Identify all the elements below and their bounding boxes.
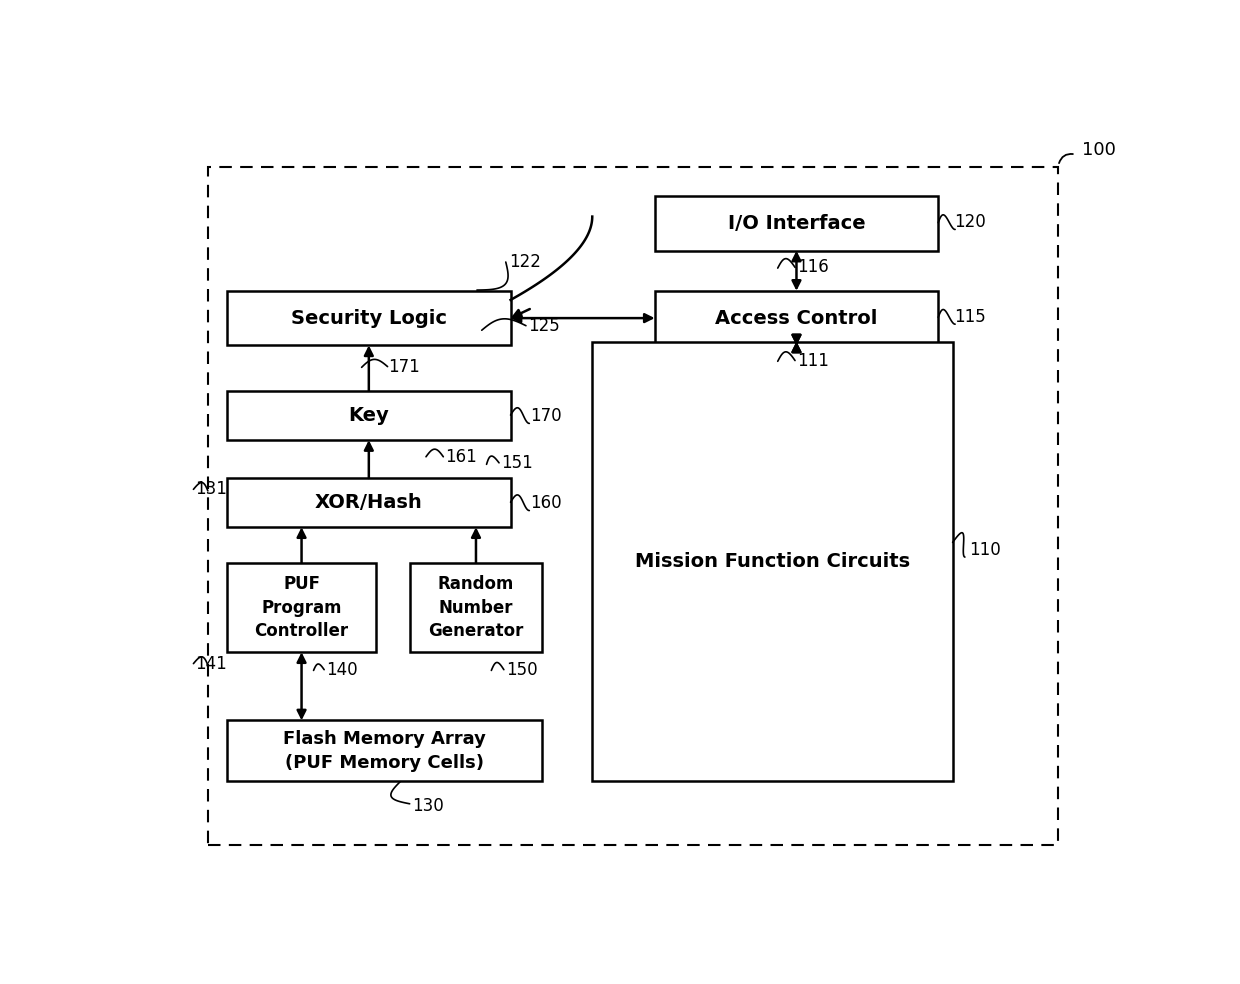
Bar — [655, 291, 939, 345]
Text: I/O Interface: I/O Interface — [728, 214, 866, 233]
Text: 116: 116 — [797, 259, 828, 277]
Text: 150: 150 — [506, 660, 537, 679]
Bar — [655, 196, 939, 251]
Text: 120: 120 — [955, 213, 986, 231]
Text: Access Control: Access Control — [715, 309, 878, 328]
Bar — [227, 563, 376, 652]
Text: XOR/Hash: XOR/Hash — [315, 493, 423, 512]
Text: Flash Memory Array
(PUF Memory Cells): Flash Memory Array (PUF Memory Cells) — [283, 730, 486, 771]
Text: 161: 161 — [445, 448, 477, 465]
Bar — [227, 720, 542, 781]
Text: Mission Function Circuits: Mission Function Circuits — [635, 552, 910, 571]
Text: Random
Number
Generator: Random Number Generator — [428, 575, 523, 641]
Text: 171: 171 — [388, 357, 420, 376]
Text: 130: 130 — [413, 797, 444, 815]
Text: 110: 110 — [968, 541, 1001, 559]
Bar — [227, 391, 511, 440]
Bar — [409, 563, 542, 652]
Text: 131: 131 — [196, 480, 227, 498]
Text: Key: Key — [348, 406, 389, 425]
Bar — [227, 478, 511, 527]
Bar — [208, 167, 1058, 845]
Bar — [227, 291, 511, 345]
Text: 115: 115 — [955, 308, 986, 326]
Text: 100: 100 — [1083, 141, 1116, 158]
Text: 140: 140 — [326, 660, 357, 679]
Text: 125: 125 — [528, 317, 559, 335]
Text: Security Logic: Security Logic — [291, 309, 446, 328]
Text: 122: 122 — [508, 253, 541, 271]
Text: 151: 151 — [501, 454, 533, 471]
Bar — [593, 341, 952, 781]
Text: 141: 141 — [196, 654, 227, 673]
Text: 160: 160 — [529, 494, 562, 512]
Text: PUF
Program
Controller: PUF Program Controller — [254, 575, 348, 641]
Text: 170: 170 — [529, 406, 562, 425]
Text: 111: 111 — [797, 351, 828, 370]
